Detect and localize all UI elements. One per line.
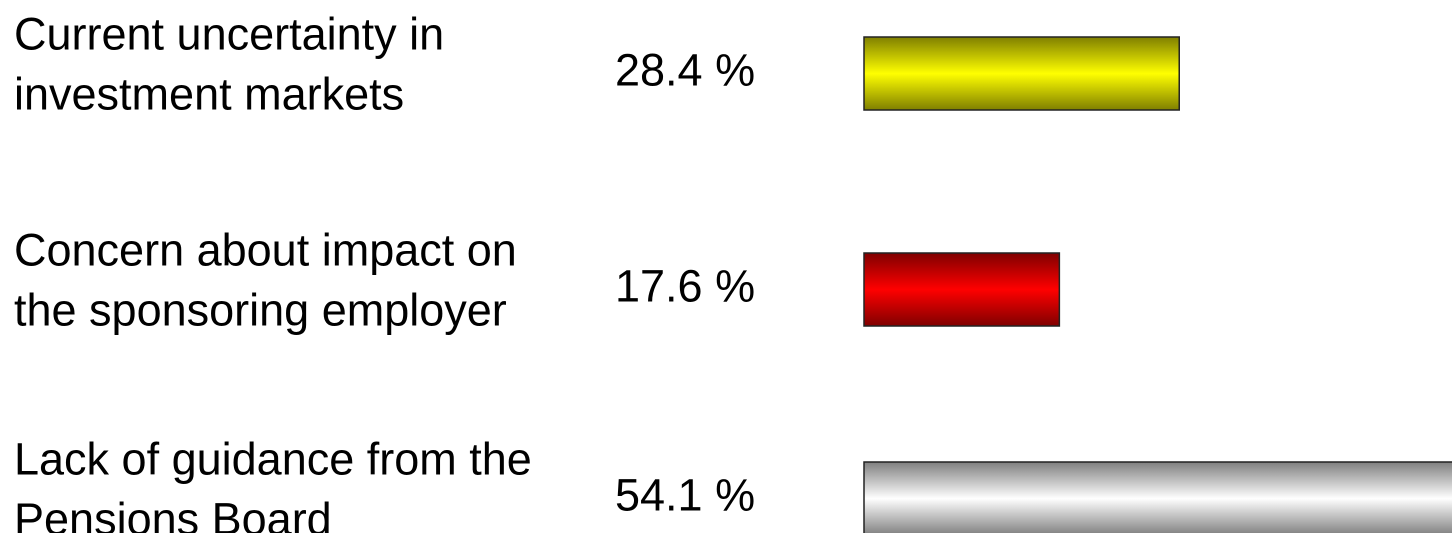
- category-label: Pensions Board: [14, 493, 332, 533]
- category-label: the sponsoring employer: [14, 284, 507, 335]
- bar: [863, 461, 1452, 533]
- category-label: Lack of guidance from the: [14, 433, 532, 484]
- bar: [863, 252, 1061, 327]
- value-label: 17.6 %: [615, 260, 755, 311]
- category-label: Current uncertainty in: [14, 8, 444, 59]
- category-label: Concern about impact on: [14, 224, 517, 275]
- value-label: 28.4 %: [615, 44, 755, 95]
- bar: [863, 36, 1180, 111]
- value-label: 54.1 %: [615, 469, 755, 520]
- category-label: investment markets: [14, 68, 404, 119]
